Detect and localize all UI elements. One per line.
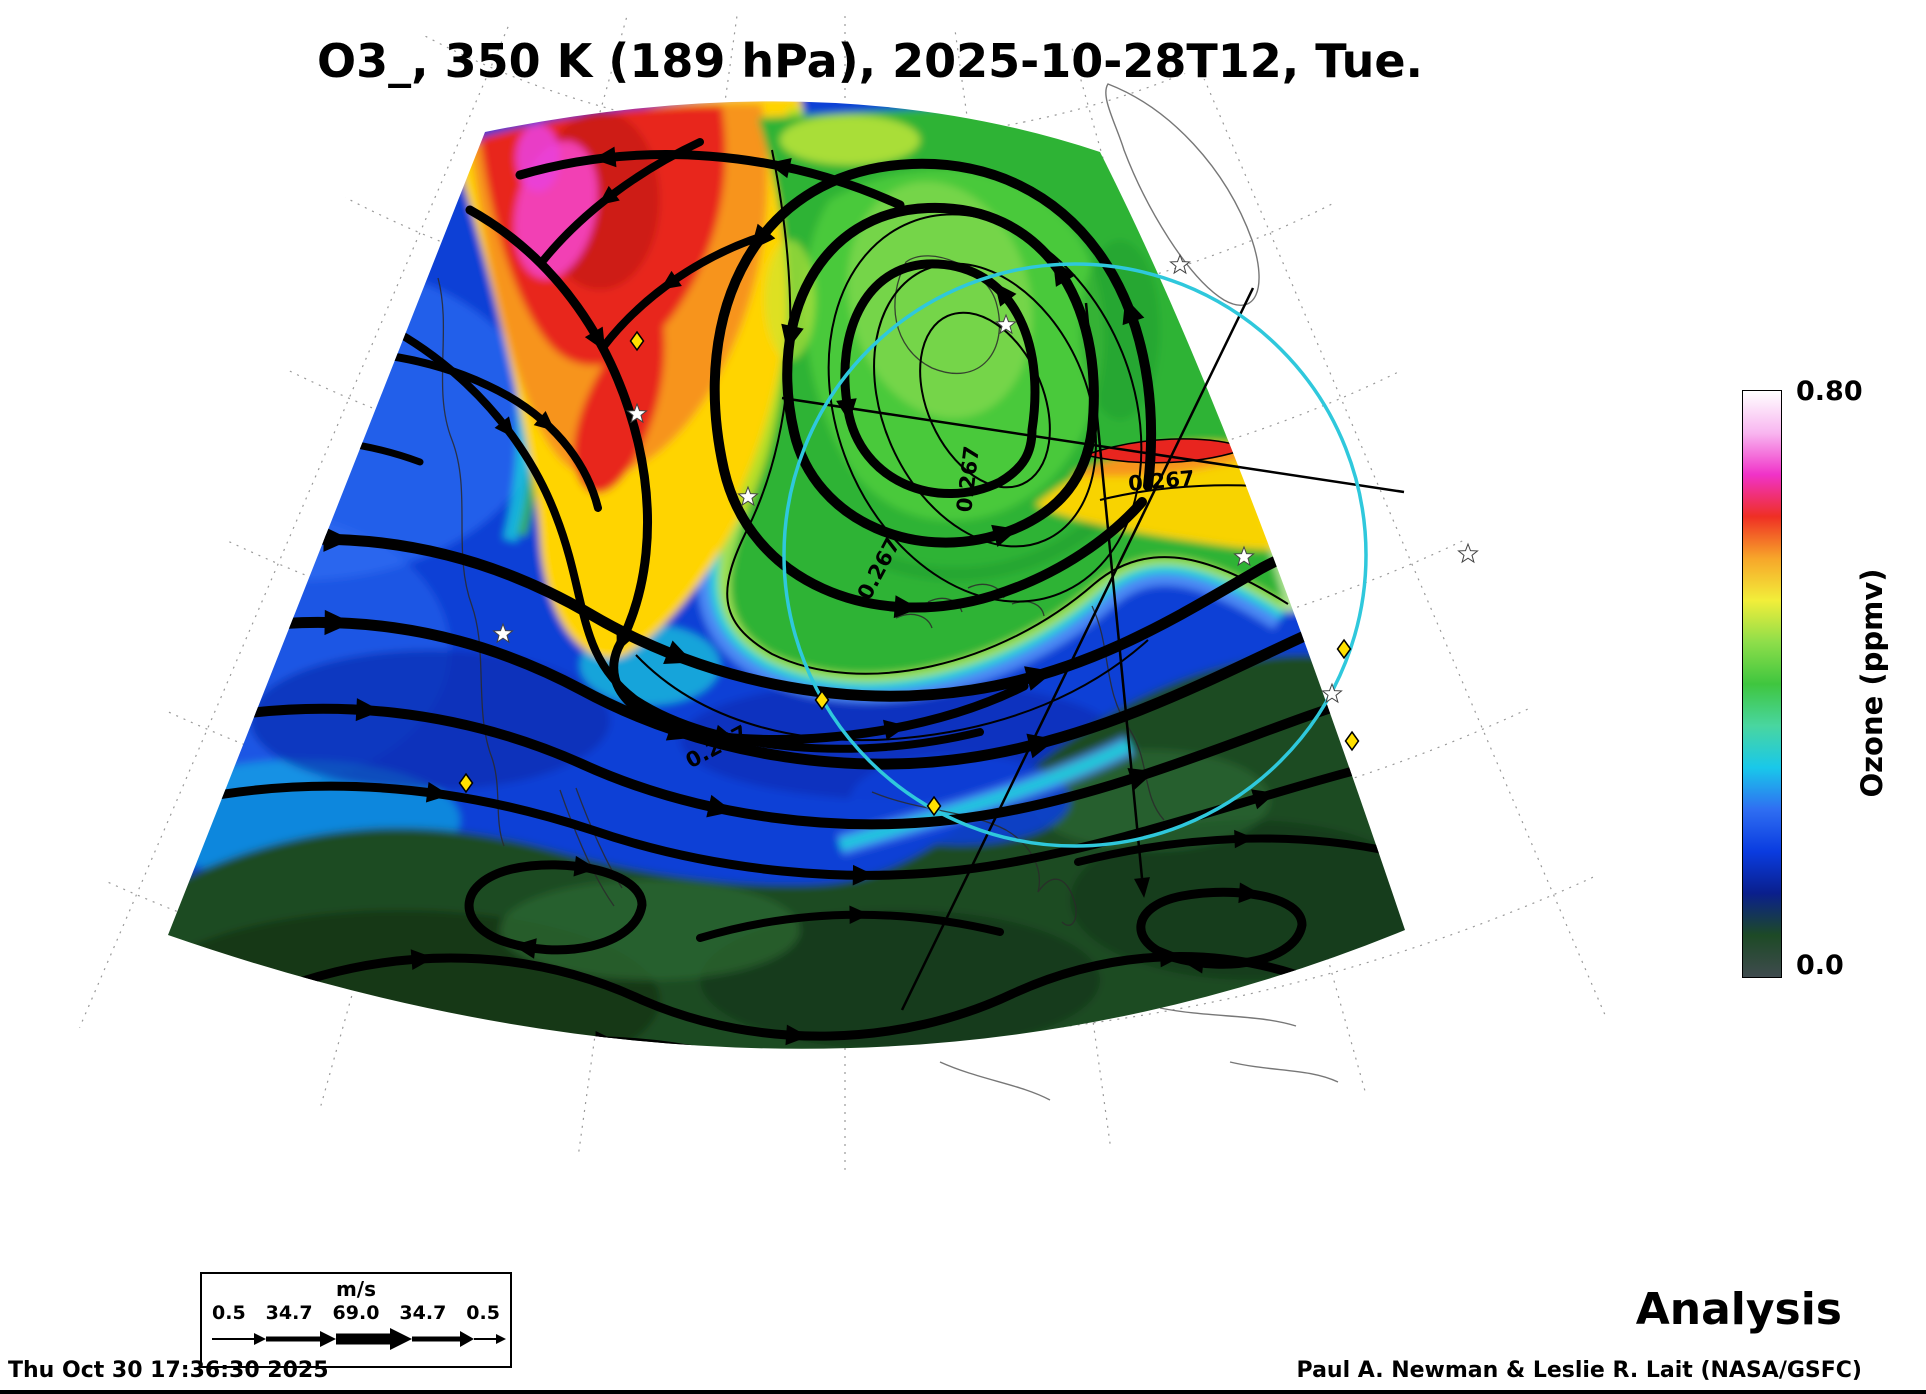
streamline-arrowhead bbox=[836, 398, 857, 422]
timestamp: Thu Oct 30 17:36:30 2025 bbox=[8, 1358, 329, 1383]
analysis-label: Analysis bbox=[1635, 1284, 1842, 1335]
streamline-arrowhead bbox=[713, 724, 735, 743]
streamline-arrowhead bbox=[785, 1024, 809, 1046]
streamline-arrowhead bbox=[593, 146, 617, 168]
streamline-arrowhead bbox=[494, 416, 515, 438]
wind-legend-value: 34.7 bbox=[399, 1302, 447, 1324]
station-star-marker bbox=[1457, 542, 1479, 564]
wind-legend-values: 0.5 34.7 69.0 34.7 0.5 bbox=[202, 1302, 510, 1324]
station-star-marker bbox=[626, 402, 648, 424]
wind-speed-legend: m/s 0.5 34.7 69.0 34.7 0.5 bbox=[200, 1272, 512, 1368]
streamline-arrowhead bbox=[767, 157, 792, 179]
wind-legend-value: 34.7 bbox=[265, 1302, 313, 1324]
wind-legend-arrows bbox=[212, 1328, 506, 1350]
streamline-arrowhead bbox=[852, 864, 876, 886]
station-diamond-marker bbox=[458, 772, 474, 794]
credit: Paul A. Newman & Leslie R. Lait (NASA/GS… bbox=[1296, 1358, 1862, 1383]
streamline-arrowhead bbox=[883, 719, 907, 741]
streamline-arrowhead bbox=[1180, 952, 1205, 974]
streamline-arrowhead bbox=[991, 524, 1019, 547]
bottom-border bbox=[0, 1390, 1926, 1394]
station-diamond-marker bbox=[1336, 638, 1352, 660]
streamline-arrowhead bbox=[1127, 768, 1155, 790]
streamline-arrowhead bbox=[706, 794, 734, 818]
station-diamond-marker bbox=[926, 795, 942, 817]
wind-legend-units: m/s bbox=[335, 1277, 377, 1301]
diamond-markers bbox=[458, 330, 1360, 817]
streamline-arrowhead bbox=[1234, 829, 1255, 849]
streamline-arrowhead bbox=[1251, 789, 1276, 810]
contour-value-label: 0.267 bbox=[1127, 466, 1195, 496]
streamline-arrowhead bbox=[616, 627, 636, 653]
streamline-arrowhead bbox=[663, 640, 694, 665]
streamline-arrowhead bbox=[324, 609, 353, 636]
coastlines-outside bbox=[939, 83, 1339, 1101]
wind-legend-value: 0.5 bbox=[212, 1302, 246, 1324]
streamline-arrowhead bbox=[410, 949, 434, 970]
station-star-marker bbox=[1321, 682, 1343, 704]
streamline-arrowhead bbox=[665, 716, 696, 741]
streamline-arrowhead bbox=[1024, 666, 1054, 691]
streamline-arrowhead bbox=[1282, 544, 1313, 568]
plot-title: O3_, 350 K (189 hPa), 2025-10-28T12, Tue… bbox=[317, 34, 1423, 88]
station-star-marker bbox=[492, 622, 514, 644]
streamline-arrowhead bbox=[781, 323, 804, 351]
streamline-arrowhead bbox=[425, 782, 450, 803]
streamline-arrowhead bbox=[1238, 882, 1262, 904]
streamline-arrowhead bbox=[355, 698, 382, 722]
streamline-arrowhead bbox=[893, 595, 920, 619]
streamline-arrowhead bbox=[306, 431, 325, 448]
station-star-marker bbox=[995, 313, 1017, 335]
streamline-arrowhead bbox=[573, 855, 598, 877]
streamline-arrowhead bbox=[1122, 297, 1145, 326]
star-markers bbox=[492, 253, 1479, 704]
streamline-arrowhead bbox=[750, 223, 776, 251]
streamline-arrowhead bbox=[1313, 617, 1345, 641]
colorbar-axis-label: Ozone (ppmv) bbox=[1855, 568, 1889, 798]
streamline-arrowhead bbox=[1052, 259, 1076, 287]
station-star-marker bbox=[737, 485, 759, 507]
streamline-arrowhead bbox=[849, 905, 870, 924]
station-star-marker bbox=[1233, 545, 1255, 567]
streamline-arrowhead bbox=[1159, 946, 1183, 968]
streamline-arrowhead bbox=[323, 526, 352, 552]
station-diamond-marker bbox=[629, 330, 645, 352]
streamline-arrowhead bbox=[994, 282, 1017, 307]
streamline-arrowhead bbox=[513, 938, 537, 959]
colorbar-min-label: 0.0 bbox=[1796, 950, 1844, 981]
colorbar-max-label: 0.80 bbox=[1796, 376, 1863, 407]
streamline-arrowhead bbox=[584, 326, 606, 352]
streamline-arrowhead bbox=[533, 411, 555, 431]
wind-legend-value: 69.0 bbox=[332, 1302, 380, 1324]
station-diamond-marker bbox=[1344, 730, 1360, 752]
station-diamond-marker bbox=[814, 689, 830, 711]
wind-legend-value: 0.5 bbox=[466, 1302, 500, 1324]
colorbar-gradient bbox=[1742, 390, 1782, 978]
range-circle bbox=[782, 262, 1368, 848]
station-star-marker bbox=[1169, 253, 1191, 275]
cross-section-lines bbox=[781, 287, 1405, 1011]
streamline-arrowhead bbox=[598, 185, 620, 206]
streamline-arrowhead bbox=[357, 343, 378, 362]
streamline-arrowhead bbox=[660, 270, 682, 290]
